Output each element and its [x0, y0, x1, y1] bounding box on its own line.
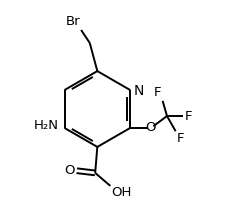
Text: F: F: [184, 109, 192, 123]
Text: O: O: [145, 121, 156, 135]
Text: Br: Br: [65, 15, 80, 28]
Text: F: F: [154, 86, 162, 99]
Text: O: O: [64, 164, 75, 177]
Text: N: N: [134, 84, 144, 98]
Text: OH: OH: [111, 186, 132, 199]
Text: F: F: [177, 132, 184, 145]
Text: H₂N: H₂N: [34, 119, 59, 132]
